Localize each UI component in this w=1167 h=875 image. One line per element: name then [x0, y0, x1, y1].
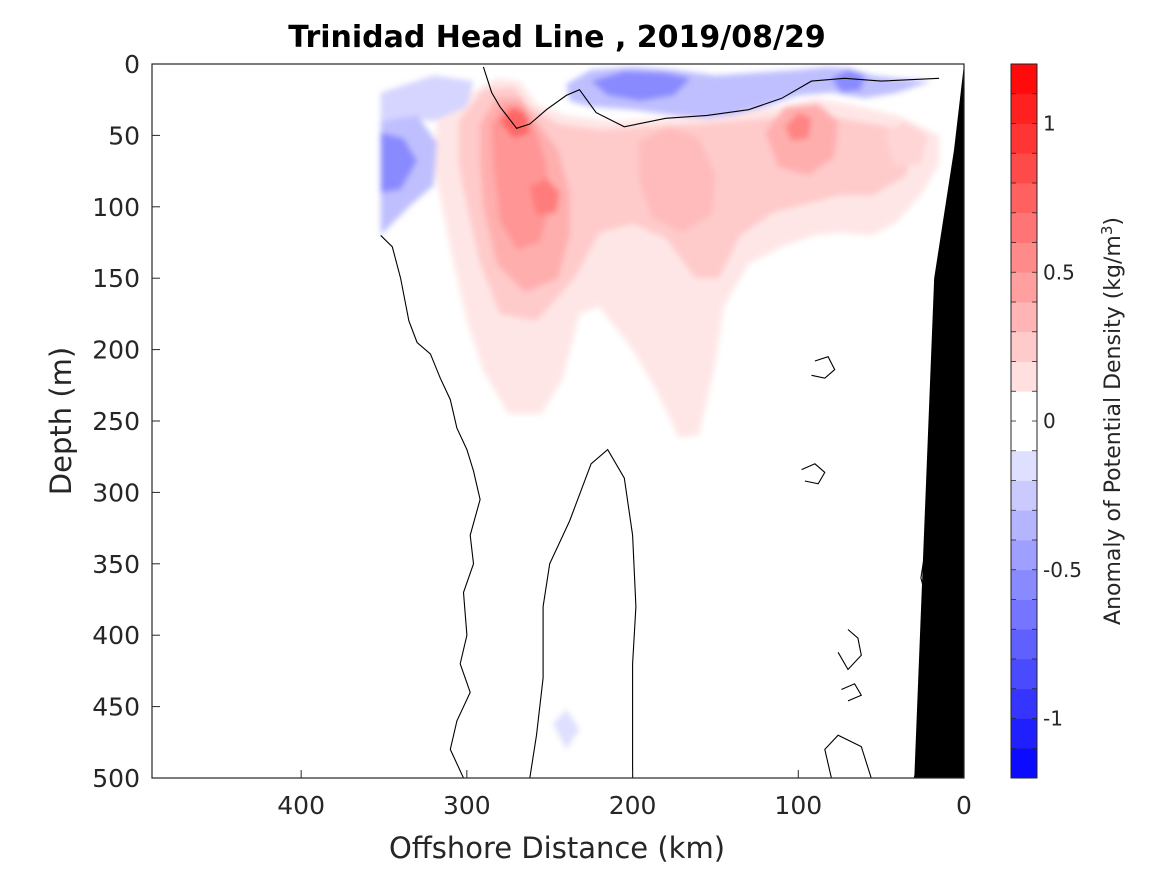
- positive-core-2: [529, 178, 560, 216]
- y-tick-label: 200: [92, 336, 140, 365]
- y-tick-label: 450: [92, 693, 140, 722]
- y-tick-label: 350: [92, 550, 140, 579]
- colorbar-band: [1011, 450, 1037, 481]
- x-tick-label: 300: [443, 791, 491, 820]
- y-tick-label: 50: [108, 121, 140, 150]
- colorbar-tick-label: 1: [1043, 112, 1056, 136]
- zero-contour-surface: [482, 66, 940, 129]
- x-tick-label: 0: [956, 791, 972, 820]
- x-axis: 400 300 200 100 0: [277, 770, 972, 820]
- colorbar-band: [1011, 629, 1037, 660]
- zero-contour-island-1: [811, 356, 836, 379]
- offshore-negative-top: [380, 75, 474, 122]
- colorbar-tick-label: -0.5: [1043, 558, 1082, 582]
- colorbar-band: [1011, 391, 1037, 422]
- surface-negative-core: [591, 71, 691, 102]
- colorbar-band: [1011, 123, 1037, 154]
- zero-contour-island-3: [837, 629, 862, 671]
- y-tick-label: 400: [92, 621, 140, 650]
- offshore-negative-core: [380, 132, 418, 193]
- colorbar-label: Anomaly of Potential Density (kg/m3): [1098, 217, 1126, 625]
- zero-contour-offshore: [380, 235, 481, 778]
- colorbar-band: [1011, 331, 1037, 362]
- x-axis-label: Offshore Distance (km): [389, 831, 725, 865]
- colorbar-band: [1011, 421, 1037, 452]
- colorbar-band: [1011, 183, 1037, 214]
- colorbar-band: [1011, 93, 1037, 124]
- y-tick-label: 300: [92, 478, 140, 507]
- positive-band-core3: [639, 126, 716, 233]
- colorbar-band: [1011, 361, 1037, 392]
- colorbar: -1 -0.5 0 0.5 1 Anomaly of Potential Density…: [1010, 63, 1126, 779]
- deep-negative-patch: [553, 709, 580, 750]
- zero-contour-bottom: [824, 734, 872, 778]
- colorbar-tick-label: 0.5: [1043, 260, 1075, 284]
- zero-contour-island-4: [841, 683, 863, 702]
- colorbar-ticks: -1 -0.5 0 0.5 1: [1011, 63, 1082, 779]
- chart-title: Trinidad Head Line , 2019/08/29: [288, 20, 825, 55]
- y-axis: 0 50 100 150 200 250 300 350 400 450 500: [92, 50, 160, 793]
- zero-contour-island-2: [801, 463, 826, 485]
- colorbar-bands: [1011, 64, 1037, 779]
- colorbar-tick-label: 0: [1043, 409, 1056, 433]
- anomaly-field: [380, 66, 940, 750]
- colorbar-band: [1011, 64, 1037, 95]
- positive-band-0.5: [491, 104, 550, 250]
- surface-negative-core-2: [831, 69, 865, 93]
- colorbar-band: [1011, 153, 1037, 184]
- colorbar-band: [1011, 212, 1037, 243]
- colorbar-band: [1011, 480, 1037, 511]
- colorbar-band: [1011, 659, 1037, 690]
- colorbar-band: [1011, 748, 1037, 779]
- colorbar-band: [1011, 540, 1037, 571]
- plot-area: [152, 64, 964, 778]
- positive-core-4: [785, 112, 812, 142]
- y-axis-label: Depth (m): [44, 347, 78, 495]
- positive-band-core4: [765, 104, 839, 176]
- colorbar-band: [1011, 569, 1037, 600]
- y-tick-label: 150: [92, 264, 140, 293]
- y-tick-label: 500: [92, 764, 140, 793]
- y-tick-label: 250: [92, 407, 140, 436]
- x-tick-label: 400: [277, 791, 325, 820]
- colorbar-band: [1011, 599, 1037, 630]
- positive-band-coast: [884, 121, 928, 167]
- colorbar-band: [1011, 272, 1037, 303]
- seafloor-bathymetry: [914, 64, 964, 778]
- zero-contour-deep: [529, 448, 637, 778]
- x-tick-label: 200: [609, 791, 657, 820]
- colorbar-tick-label: -1: [1043, 707, 1063, 731]
- y-tick-label: 0: [124, 50, 140, 79]
- colorbar-band: [1011, 510, 1037, 541]
- positive-core-1: [500, 106, 530, 139]
- x-tick-label: 100: [774, 791, 822, 820]
- colorbar-band: [1011, 302, 1037, 333]
- y-tick-label: 100: [92, 193, 140, 222]
- colorbar-band: [1011, 718, 1037, 749]
- colorbar-band: [1011, 688, 1037, 719]
- colorbar-band: [1011, 242, 1037, 273]
